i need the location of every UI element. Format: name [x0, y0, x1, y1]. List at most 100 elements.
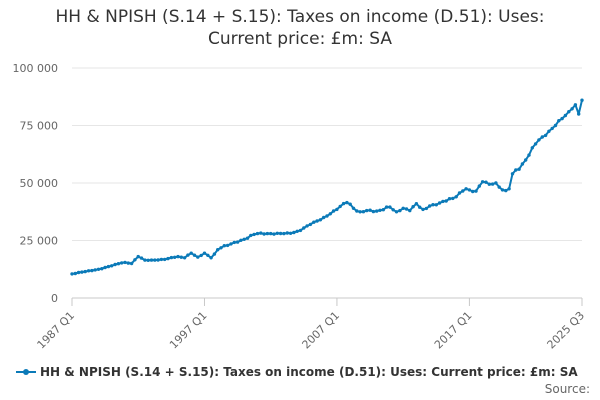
data-point[interactable] [500, 188, 505, 192]
data-point[interactable] [375, 209, 379, 213]
data-point[interactable] [487, 182, 491, 186]
data-point[interactable] [318, 218, 323, 222]
data-point[interactable] [292, 230, 296, 235]
data-point[interactable] [103, 265, 107, 270]
data-point[interactable] [437, 201, 442, 205]
data-point[interactable] [553, 123, 558, 128]
data-point[interactable] [325, 214, 329, 218]
data-point[interactable] [365, 208, 369, 213]
data-point[interactable] [156, 258, 160, 262]
data-point[interactable] [444, 199, 448, 203]
data-point[interactable] [464, 187, 468, 191]
data-point[interactable] [494, 181, 498, 185]
data-point[interactable] [378, 208, 382, 212]
data-point[interactable] [524, 158, 528, 162]
data-point[interactable] [275, 231, 279, 235]
data-point[interactable] [206, 253, 210, 257]
data-point[interactable] [388, 205, 392, 209]
data-point[interactable] [173, 255, 177, 259]
data-point[interactable] [484, 180, 488, 184]
data-point[interactable] [490, 182, 495, 186]
data-point[interactable] [384, 205, 389, 209]
data-point[interactable] [560, 116, 564, 121]
data-point[interactable] [312, 220, 316, 224]
data-point[interactable] [547, 129, 551, 133]
data-point[interactable] [242, 237, 246, 241]
data-point[interactable] [514, 168, 518, 172]
data-point[interactable] [527, 153, 531, 157]
data-point[interactable] [90, 268, 94, 273]
data-point[interactable] [129, 261, 134, 266]
data-point[interactable] [159, 257, 164, 262]
data-point[interactable] [341, 201, 346, 206]
data-point[interactable] [305, 224, 309, 228]
data-point[interactable] [222, 244, 226, 248]
data-point[interactable] [123, 260, 127, 265]
data-point[interactable] [192, 253, 197, 257]
data-point[interactable] [461, 189, 465, 193]
data-point[interactable] [259, 231, 263, 235]
data-point[interactable] [398, 208, 402, 213]
data-point[interactable] [411, 205, 415, 209]
data-point[interactable] [196, 255, 200, 259]
data-point[interactable] [143, 258, 147, 262]
data-point[interactable] [421, 207, 425, 212]
data-point[interactable] [86, 269, 91, 273]
data-point[interactable] [106, 264, 111, 269]
data-point[interactable] [371, 209, 376, 214]
data-point[interactable] [83, 269, 87, 274]
data-point[interactable] [441, 199, 445, 204]
data-point[interactable] [265, 231, 270, 236]
data-point[interactable] [510, 172, 515, 176]
data-point[interactable] [428, 204, 432, 208]
data-point[interactable] [322, 215, 326, 220]
data-point[interactable] [540, 135, 544, 139]
data-point[interactable] [252, 232, 256, 237]
data-point[interactable] [394, 210, 399, 214]
data-point[interactable] [474, 189, 478, 193]
data-point[interactable] [126, 261, 130, 265]
data-point[interactable] [408, 208, 412, 213]
data-point[interactable] [76, 270, 81, 275]
data-point[interactable] [73, 271, 78, 276]
data-point[interactable] [368, 208, 372, 212]
data-point[interactable] [235, 240, 240, 244]
data-point[interactable] [507, 187, 511, 191]
data-point[interactable] [249, 233, 253, 238]
data-point[interactable] [229, 242, 233, 246]
data-point[interactable] [120, 261, 124, 265]
data-point[interactable] [146, 258, 150, 262]
data-point[interactable] [272, 232, 276, 236]
data-point[interactable] [176, 254, 180, 259]
data-point[interactable] [348, 202, 352, 206]
data-point[interactable] [133, 258, 137, 262]
data-point[interactable] [580, 98, 584, 102]
data-point[interactable] [520, 162, 525, 166]
data-point[interactable] [163, 257, 167, 262]
data-point[interactable] [431, 203, 435, 207]
data-point[interactable] [477, 184, 481, 188]
data-point[interactable] [96, 267, 101, 271]
data-point[interactable] [169, 255, 174, 260]
data-point[interactable] [136, 254, 140, 259]
data-point[interactable] [381, 208, 385, 212]
data-point[interactable] [355, 209, 359, 213]
data-point[interactable] [361, 210, 366, 214]
data-point[interactable] [530, 146, 534, 150]
data-point[interactable] [573, 103, 578, 107]
data-point[interactable] [110, 264, 114, 268]
data-point[interactable] [315, 219, 319, 223]
data-point[interactable] [166, 256, 170, 261]
data-point[interactable] [80, 270, 84, 274]
data-point[interactable] [269, 231, 273, 236]
data-point[interactable] [517, 167, 521, 171]
data-point[interactable] [424, 206, 429, 211]
data-point[interactable] [543, 133, 548, 138]
data-point[interactable] [186, 253, 190, 257]
data-point[interactable] [278, 231, 283, 236]
data-point[interactable] [504, 188, 508, 193]
data-point[interactable] [563, 113, 568, 118]
data-point[interactable] [557, 119, 561, 123]
data-point[interactable] [338, 204, 342, 209]
data-point[interactable] [295, 229, 299, 233]
